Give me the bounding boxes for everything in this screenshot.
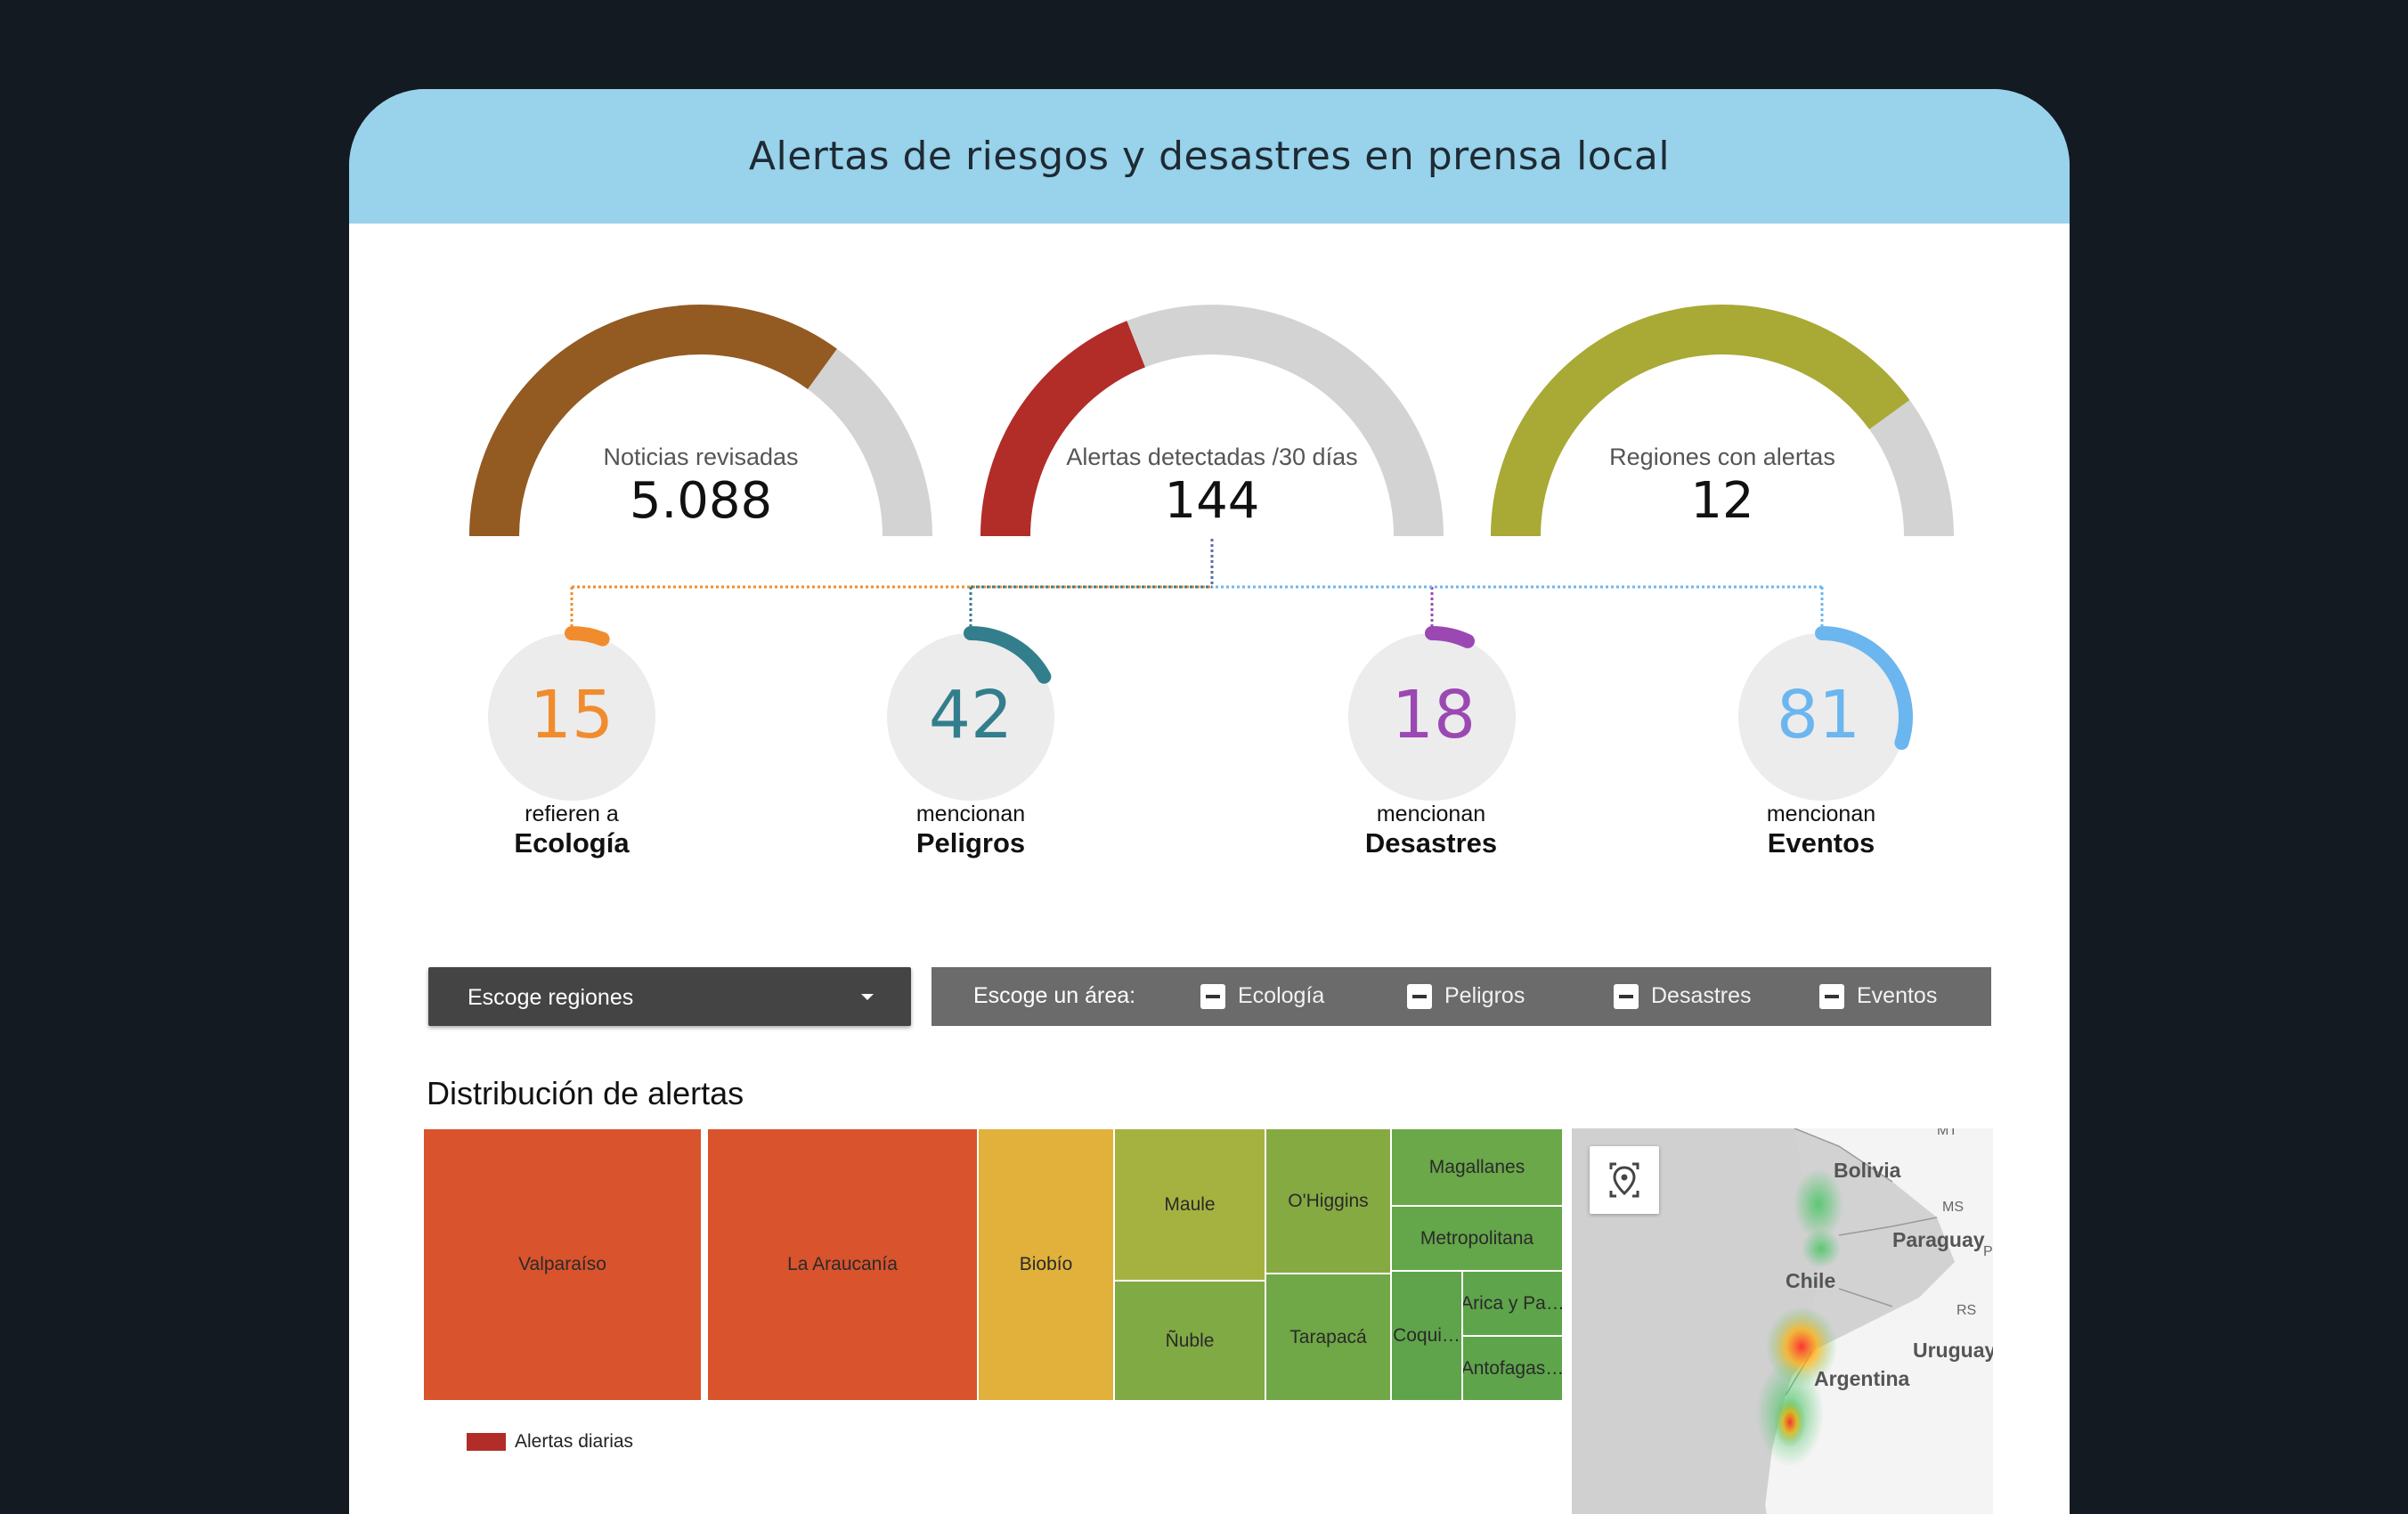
header-bar: Alertas de riesgos y desastres en prensa… bbox=[349, 89, 2070, 224]
kpi-circle bbox=[1738, 633, 1906, 801]
treemap-cell-label: Tarapacá bbox=[1289, 1326, 1367, 1347]
checkbox-indeterminate-icon bbox=[1200, 983, 1225, 1009]
kpi-value-desastres: 18 bbox=[1391, 677, 1477, 753]
kpi-caption-ecologia: refieren a bbox=[525, 802, 619, 826]
checkbox-indeterminate-icon bbox=[1819, 983, 1844, 1009]
heat-map[interactable]: Bolivia Paraguay Chile Uruguay Argentina… bbox=[1572, 1128, 1993, 1514]
map-label: Paraguay bbox=[1892, 1228, 1985, 1251]
map-small-label: MT bbox=[1937, 1128, 1958, 1138]
map-label: Bolivia bbox=[1834, 1159, 1901, 1182]
treemap-cell[interactable]: Ñuble bbox=[1114, 1281, 1265, 1401]
kpi-circle bbox=[488, 633, 655, 801]
region-select[interactable]: Escoge regiones bbox=[428, 967, 911, 1026]
gauge-label-alerts: Alertas detectadas /30 días bbox=[1066, 444, 1358, 470]
treemap-cell[interactable]: Magallanes bbox=[1391, 1128, 1563, 1206]
dashboard-card: Alertas de riesgos y desastres en prensa… bbox=[349, 89, 2070, 1514]
kpi-value-ecologia: 15 bbox=[529, 677, 614, 753]
kpi-category-peligros: Peligros bbox=[915, 827, 1026, 859]
map-small-label: MS bbox=[1942, 1200, 1964, 1215]
kpi-circle bbox=[887, 633, 1054, 801]
kpi-value-eventos: 81 bbox=[1776, 677, 1861, 753]
map-label: Argentina bbox=[1814, 1367, 1910, 1390]
legend-label: Alertas diarias bbox=[515, 1431, 634, 1452]
locate-button[interactable] bbox=[1590, 1146, 1659, 1214]
checkbox-indeterminate-icon bbox=[1614, 983, 1639, 1009]
map-label: Chile bbox=[1786, 1269, 1836, 1292]
area-filter-bar: Escoge un área: Ecología Peligros Desast… bbox=[931, 967, 1991, 1026]
area-checkbox-ecologia[interactable]: Ecología bbox=[1200, 983, 1324, 1009]
checkbox-indeterminate-icon bbox=[1407, 983, 1432, 1009]
kpi-category-ecologia: Ecología bbox=[514, 827, 630, 859]
treemap-cell-label: Arica y Pa… bbox=[1462, 1292, 1563, 1314]
treemap-cell-label: O'Higgins bbox=[1288, 1190, 1369, 1211]
gauge-graphics bbox=[469, 304, 1954, 801]
distribution-title: Distribución de alertas bbox=[427, 1075, 744, 1111]
treemap-cell-label: La Araucanía bbox=[787, 1254, 898, 1274]
kpi-caption-peligros: mencionan bbox=[915, 802, 1026, 826]
treemap-cell[interactable]: Tarapacá bbox=[1265, 1274, 1391, 1401]
kpi-caption-eventos: mencionan bbox=[1766, 802, 1876, 826]
kpi-progress-ring bbox=[964, 626, 1052, 684]
area-checkbox-peligros[interactable]: Peligros bbox=[1407, 983, 1525, 1009]
area-checkbox-label: Eventos bbox=[1857, 983, 1938, 1008]
map-small-label: P bbox=[1983, 1244, 1993, 1259]
locate-icon bbox=[1609, 1162, 1639, 1198]
treemap-cell-label: Valparaíso bbox=[518, 1254, 606, 1274]
area-checkbox-label: Desastres bbox=[1651, 983, 1752, 1008]
treemap-cell[interactable]: Arica y Pa… bbox=[1462, 1271, 1563, 1336]
treemap-cell-label: Ñuble bbox=[1165, 1330, 1215, 1351]
kpi-progress-ring bbox=[565, 626, 610, 647]
kpi-caption-desastres: mencionan bbox=[1376, 802, 1486, 826]
gauge-value-regions: 12 bbox=[1690, 472, 1754, 530]
region-select-label: Escoge regiones bbox=[468, 985, 634, 1010]
treemap-cell[interactable]: Biobío bbox=[978, 1128, 1114, 1401]
kpi-progress-ring bbox=[1425, 625, 1475, 648]
page-title: Alertas de riesgos y desastres en prensa… bbox=[748, 134, 1671, 179]
treemap-legend: Alertas diarias bbox=[467, 1431, 633, 1453]
treemap-cell[interactable]: Maule bbox=[1114, 1128, 1265, 1281]
treemap-cell-label: Maule bbox=[1164, 1193, 1216, 1215]
treemap-cell[interactable]: Valparaíso bbox=[423, 1128, 702, 1401]
treemap-cell-label: Biobío bbox=[1019, 1254, 1073, 1274]
gauge-fill bbox=[1491, 304, 1910, 537]
treemap-cell-label: Antofagas… bbox=[1462, 1357, 1563, 1379]
treemap-cell-label: Coqui… bbox=[1393, 1325, 1460, 1346]
treemap: Valparaíso La Araucanía Biobío Maule Ñub… bbox=[423, 1128, 1563, 1401]
gauge-label-regions: Regiones con alertas bbox=[1609, 444, 1835, 470]
caret-down-icon bbox=[861, 994, 874, 1000]
area-checkbox-desastres[interactable]: Desastres bbox=[1614, 983, 1752, 1009]
kpi-progress-ring bbox=[1815, 626, 1913, 750]
kpi-value-peligros: 42 bbox=[928, 677, 1013, 753]
treemap-cell[interactable]: Antofagas… bbox=[1462, 1336, 1563, 1401]
gauge-value-alerts: 144 bbox=[1164, 472, 1260, 530]
kpi-category-desastres: Desastres bbox=[1364, 827, 1498, 859]
map-label: Uruguay bbox=[1913, 1339, 1993, 1362]
area-filter-label: Escoge un área: bbox=[973, 983, 1136, 1008]
area-checkbox-label: Ecología bbox=[1238, 983, 1325, 1008]
kpi-circle bbox=[1348, 633, 1516, 801]
treemap-cell[interactable]: O'Higgins bbox=[1265, 1128, 1391, 1274]
gauge-fill bbox=[469, 304, 837, 537]
kpi-category-eventos: Eventos bbox=[1767, 827, 1875, 859]
area-checkbox-label: Peligros bbox=[1444, 983, 1525, 1008]
treemap-cell[interactable]: Metropolitana bbox=[1391, 1206, 1563, 1271]
treemap-cell-label: Magallanes bbox=[1428, 1156, 1525, 1177]
map-small-label: RS bbox=[1956, 1303, 1977, 1318]
treemap-cell-label: Metropolitana bbox=[1420, 1227, 1534, 1249]
gauge-fill bbox=[980, 321, 1146, 537]
legend-swatch bbox=[467, 1433, 506, 1451]
treemap-cell[interactable]: La Araucanía bbox=[707, 1128, 978, 1401]
gauge-label-news: Noticias revisadas bbox=[603, 444, 799, 470]
treemap-cell[interactable]: Coqui… bbox=[1391, 1271, 1462, 1401]
area-checkbox-eventos[interactable]: Eventos bbox=[1819, 983, 1937, 1009]
gauge-value-news: 5.088 bbox=[629, 472, 773, 530]
